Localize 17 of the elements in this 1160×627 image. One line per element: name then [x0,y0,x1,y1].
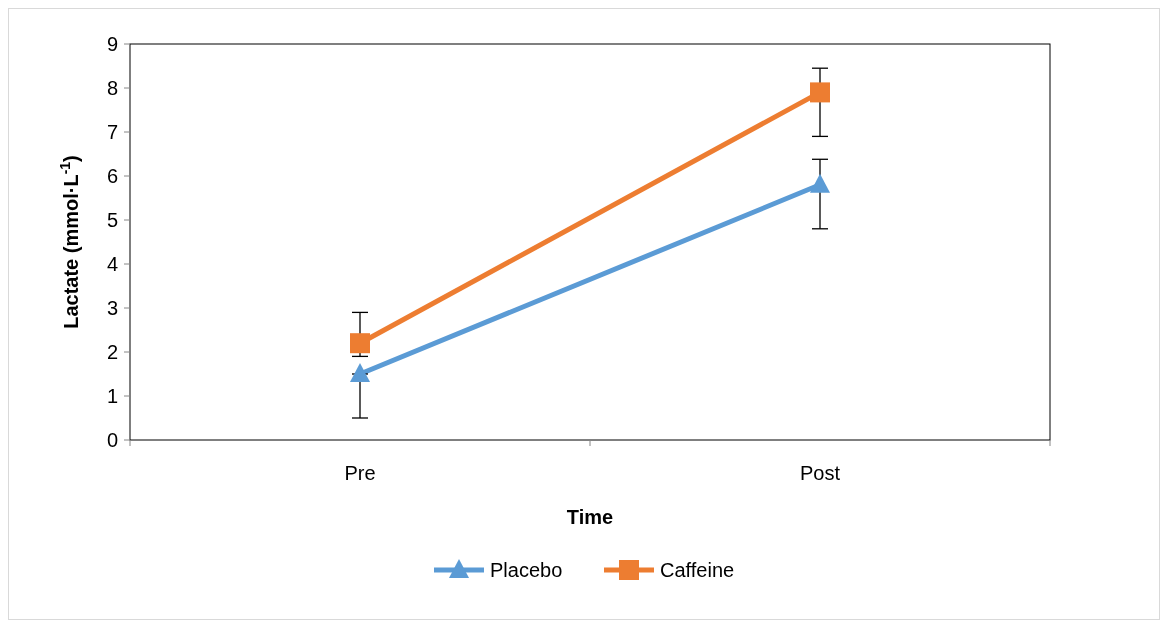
y-tick-label: 7 [106,121,118,143]
y-tick-label: 5 [106,209,118,231]
y-tick-label: 8 [106,77,118,99]
y-tick-label: 9 [106,33,118,55]
y-tick-label: 1 [106,385,118,407]
legend-label: Caffeine [660,559,735,581]
point [350,333,370,354]
point [810,82,830,103]
x-tick-label: Pre [344,462,376,484]
legend-label: Placebo [490,559,563,581]
y-tick-label: 0 [106,429,118,451]
x-axis-title: Time [566,506,614,528]
y-tick-label: 4 [106,253,118,275]
x-tick-label: Post [799,462,841,484]
y-tick-label: 2 [106,341,118,363]
y-tick-label: 6 [106,165,118,187]
y-tick-label: 3 [106,297,118,319]
